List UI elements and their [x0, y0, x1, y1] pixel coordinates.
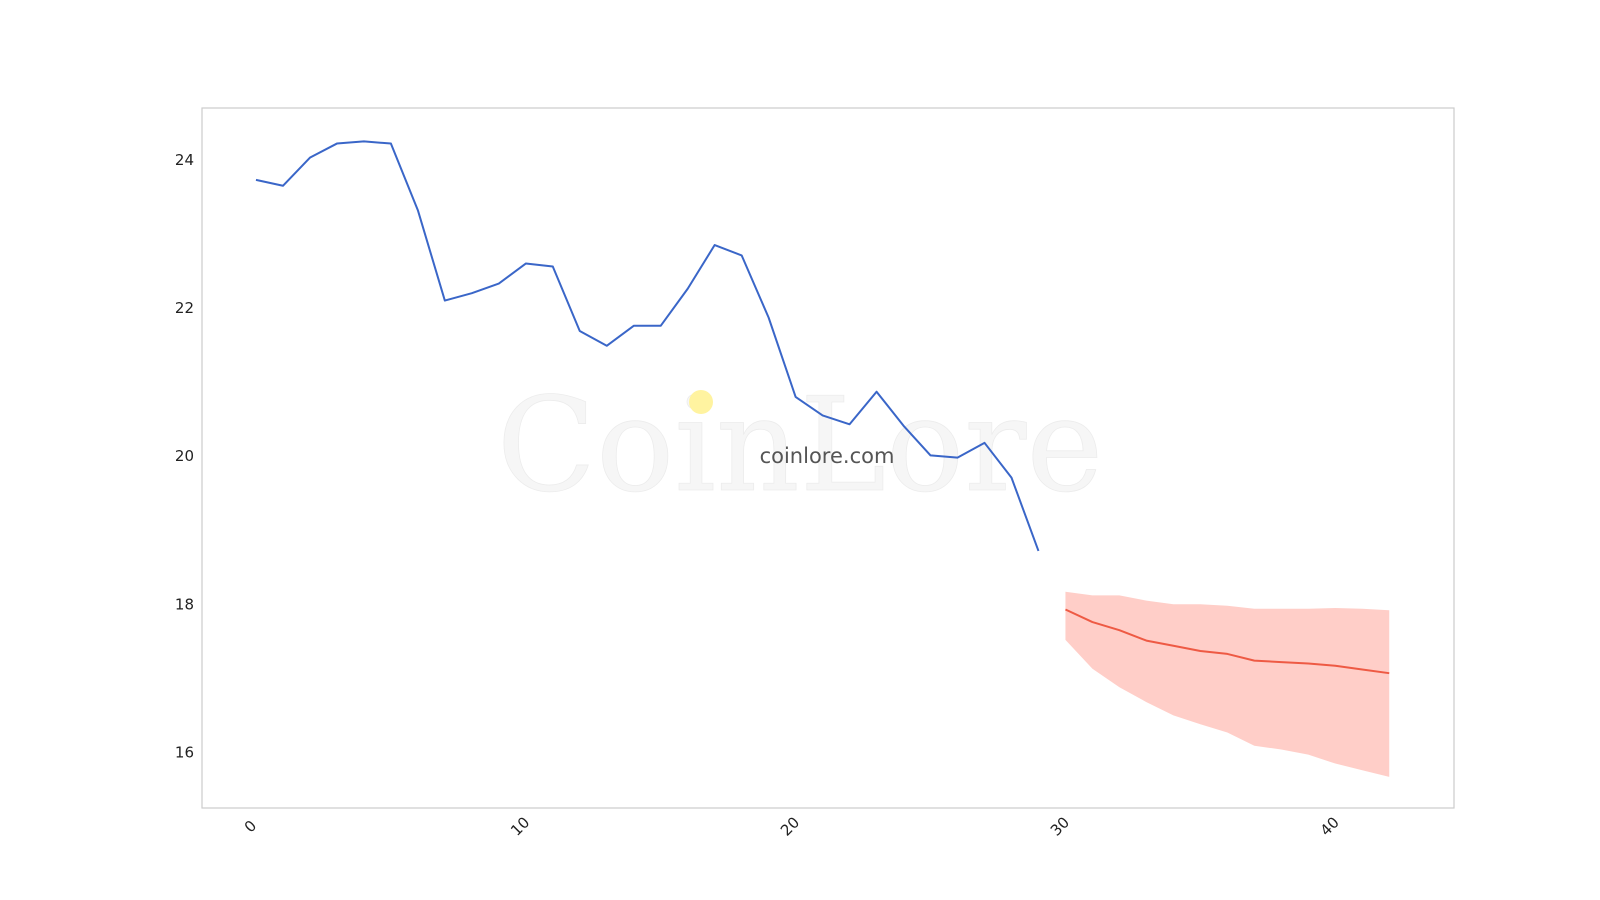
history-series-line — [255, 140, 1040, 552]
y-tick-label: 20 — [175, 447, 194, 465]
x-tick-label: 30 — [1047, 813, 1073, 839]
forecast-band-layer — [1065, 591, 1390, 777]
watermark-logo-text: CoinLore — [497, 369, 1104, 521]
forecast-series-line — [1065, 608, 1390, 675]
series-layer — [255, 140, 1390, 675]
x-tick-label: 20 — [777, 813, 803, 839]
x-axis: 0 10 20 30 40 — [241, 813, 1343, 839]
y-tick-label: 18 — [175, 595, 194, 613]
y-tick-label: 16 — [175, 743, 194, 761]
watermark-site-text: coinlore.com — [760, 444, 895, 468]
y-axis: 16 18 20 22 24 — [175, 151, 194, 762]
forecast-confidence-band — [1065, 591, 1390, 777]
watermark-dot — [689, 390, 713, 414]
x-tick-label: 0 — [241, 817, 260, 836]
watermark: CoinLore coinlore.com — [496, 369, 1104, 522]
y-tick-label: 24 — [175, 151, 194, 169]
x-tick-label: 40 — [1317, 813, 1343, 839]
y-tick-label: 22 — [175, 299, 194, 317]
plot-frame — [201, 107, 1455, 809]
x-tick-label: 10 — [507, 813, 533, 839]
